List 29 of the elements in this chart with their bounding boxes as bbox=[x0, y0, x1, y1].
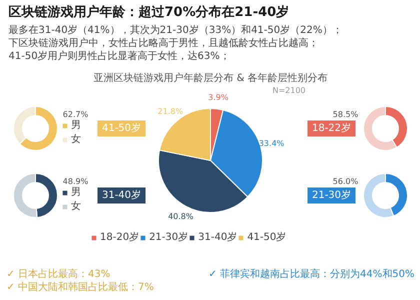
data-label: 40.8% bbox=[168, 212, 194, 222]
text: 21-30岁 bbox=[312, 189, 352, 201]
data-label: 33.4% bbox=[258, 138, 285, 148]
data-label: 56.0% bbox=[332, 177, 359, 186]
chart-title: 亚洲区块链游戏用户年龄层分布 & 各年龄层性别分布 bbox=[93, 72, 328, 84]
data-label: 21.8% bbox=[158, 106, 184, 116]
text: 18-22岁 bbox=[312, 122, 352, 134]
legend-label: 女 bbox=[71, 200, 82, 213]
data-label: 3.9% bbox=[208, 93, 229, 102]
legend-label: 31-40岁 bbox=[198, 230, 238, 244]
text: ✓ 中国大陆和韩国占比最低：7% bbox=[6, 281, 154, 293]
text: 下区块链游戏用户中，女性占比略高于男性，且越低龄女性占比越高； bbox=[8, 37, 318, 49]
text: ✓ 菲律宾和越南占比最高：分别为44%和50% bbox=[208, 268, 415, 280]
text: 最多在31-40岁（41%），其次为21-30岁（33%）和41-50岁（22%）； bbox=[8, 24, 342, 36]
text: 31-40岁 bbox=[102, 189, 142, 201]
legend-label: 男 bbox=[71, 186, 82, 199]
text: ✓ 日本占比最高：43% bbox=[6, 268, 110, 280]
text: 41-50岁 bbox=[102, 122, 142, 134]
legend-label: 21-30岁 bbox=[149, 230, 188, 244]
legend-label: 18-20岁 bbox=[100, 230, 140, 244]
legend-label: 41-50岁 bbox=[247, 230, 286, 244]
data-label: 48.9% bbox=[62, 177, 89, 186]
data-label: 62.7% bbox=[62, 110, 89, 119]
text: 区块链游戏用户年龄：超过70%分布在21-40岁 bbox=[8, 4, 290, 20]
legend-label: 男 bbox=[71, 119, 82, 132]
legend-label: 女 bbox=[71, 133, 82, 146]
chart-subtitle: N=2100 bbox=[272, 86, 306, 95]
data-label: 58.5% bbox=[332, 110, 359, 119]
text: 41-50岁用户则男性占比显著高于女性，达63%； bbox=[8, 50, 230, 62]
